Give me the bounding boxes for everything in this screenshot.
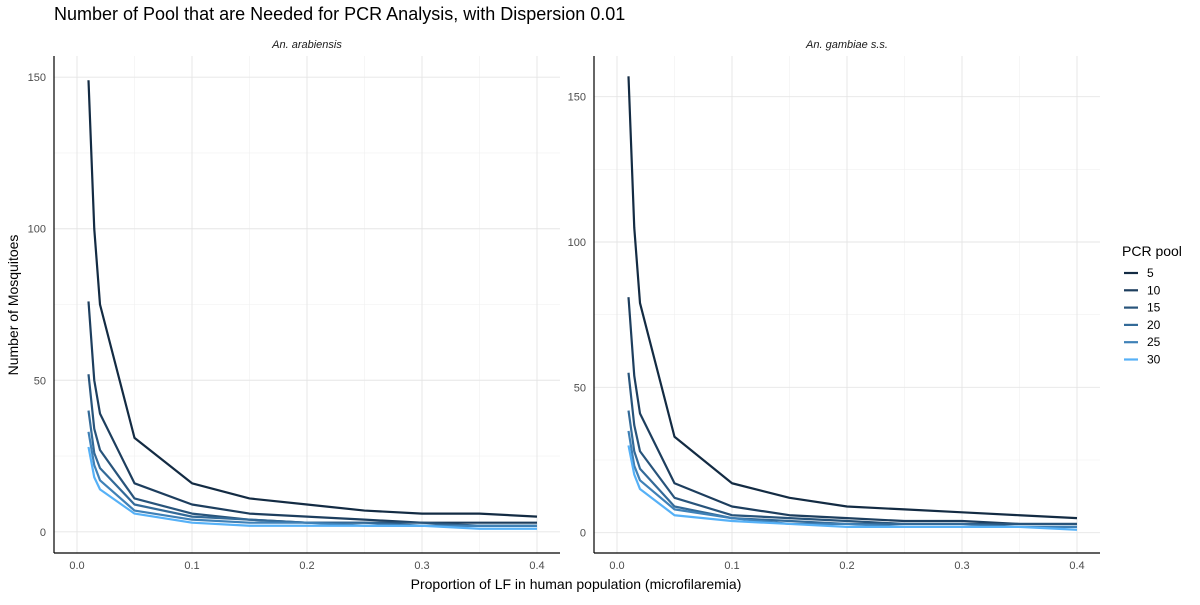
legend-entry-20: 20 xyxy=(1124,318,1161,332)
x-tick-label: 0.2 xyxy=(299,560,314,572)
y-tick-label: 150 xyxy=(28,72,46,84)
x-axis-title: Proportion of LF in human population (mi… xyxy=(411,576,742,592)
y-tick-label: 0 xyxy=(40,527,46,539)
facet-strip-label: An. arabiensis xyxy=(271,39,342,51)
y-tick-label: 50 xyxy=(34,375,46,387)
legend-label: 25 xyxy=(1147,335,1161,349)
y-tick-label: 150 xyxy=(568,92,586,104)
chart-title: Number of Pool that are Needed for PCR A… xyxy=(54,4,625,24)
series-line-pool-25 xyxy=(627,430,1077,528)
panel-2: An. gambiae s.s. 0 50 100 150 0.0 0.1 0.2 0.3 0.4 xyxy=(568,39,1100,572)
legend-title: PCR pool xyxy=(1122,243,1182,259)
x-tick-label: 0.4 xyxy=(529,560,544,572)
series-line-pool-5 xyxy=(627,76,1078,520)
legend-label: 5 xyxy=(1147,266,1154,280)
legend-entry-25: 25 xyxy=(1124,335,1161,349)
legend-entry-10: 10 xyxy=(1124,283,1161,297)
legend-label: 10 xyxy=(1147,283,1161,297)
series-group xyxy=(627,76,1078,531)
y-tick-label: 0 xyxy=(580,528,586,540)
legend-entry-15: 15 xyxy=(1124,301,1161,315)
series-line-pool-20 xyxy=(627,410,1077,528)
y-tick-label: 50 xyxy=(574,382,586,394)
legend-label: 20 xyxy=(1147,318,1161,332)
legend-label: 30 xyxy=(1147,353,1161,367)
facet-strip-label: An. gambiae s.s. xyxy=(805,39,888,51)
y-axis-title: Number of Mosquitoes xyxy=(5,235,21,376)
series-line-pool-10 xyxy=(87,301,537,524)
x-tick-label: 0.2 xyxy=(839,560,854,572)
y-tick-label: 100 xyxy=(28,224,46,236)
series-line-pool-15 xyxy=(87,374,537,527)
series-line-pool-25 xyxy=(87,431,537,527)
series-group xyxy=(87,80,538,530)
y-tick-label: 100 xyxy=(568,237,586,249)
series-line-pool-30 xyxy=(627,445,1078,531)
legend-entry-5: 5 xyxy=(1124,266,1154,280)
x-tick-label: 0.1 xyxy=(184,560,199,572)
x-tick-label: 0.1 xyxy=(724,560,739,572)
panel-1: An. arabiensis 0 50 100 150 0.0 0.1 0.2 0.3 0.4 xyxy=(28,39,560,572)
legend-entry-30: 30 xyxy=(1124,353,1161,367)
grid xyxy=(54,56,560,553)
grid xyxy=(594,56,1100,553)
series-line-pool-10 xyxy=(627,297,1077,526)
series-line-pool-5 xyxy=(87,80,538,518)
x-tick-label: 0.0 xyxy=(69,560,84,572)
x-tick-label: 0.0 xyxy=(609,560,624,572)
legend-label: 15 xyxy=(1147,301,1161,315)
x-tick-label: 0.3 xyxy=(414,560,429,572)
x-tick-label: 0.3 xyxy=(954,560,969,572)
series-line-pool-30 xyxy=(87,446,537,530)
series-line-pool-15 xyxy=(627,372,1077,526)
x-tick-label: 0.4 xyxy=(1069,560,1084,572)
legend: 5 10 15 20 25 30 xyxy=(1124,266,1161,367)
series-line-pool-20 xyxy=(87,410,537,527)
